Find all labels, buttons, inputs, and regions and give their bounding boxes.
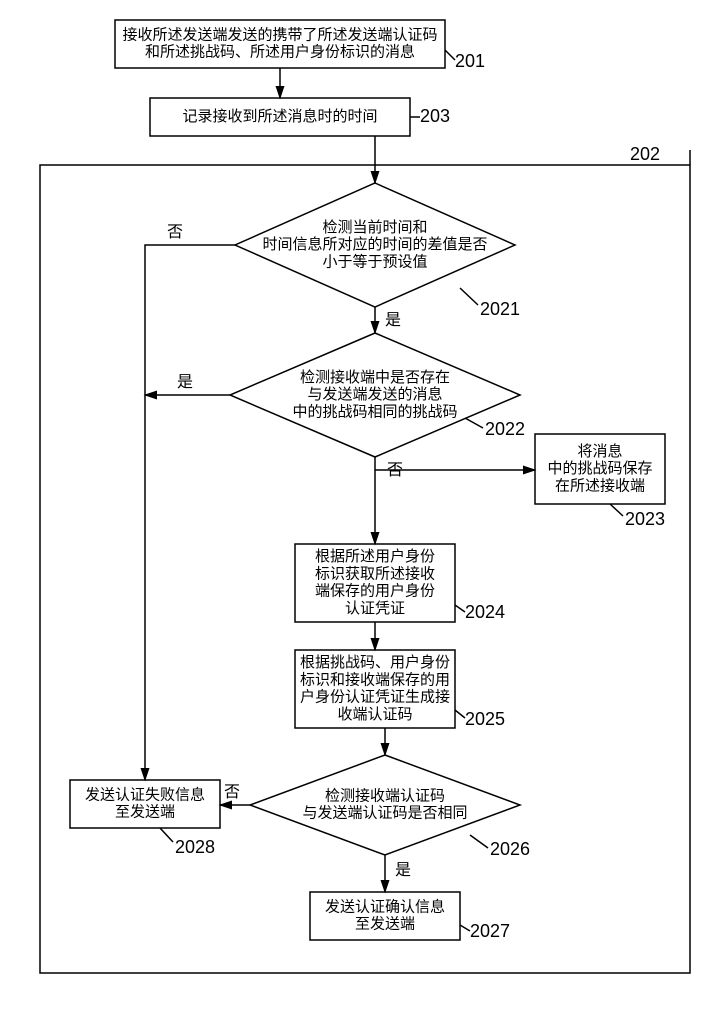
flow-arrow — [455, 605, 465, 612]
svg-text:检测接收端认证码与发送端认证码是否相同: 检测接收端认证码与发送端认证码是否相同 — [302, 787, 467, 821]
svg-text:将消息中的挑战码保存在所述接收端: 将消息中的挑战码保存在所述接收端 — [547, 443, 652, 495]
edge-label: 是 — [395, 862, 411, 879]
edge-label: 是 — [177, 374, 193, 391]
svg-text:检测接收端中是否存在与发送端发送的消息中的挑战码相同的挑战码: 检测接收端中是否存在与发送端发送的消息中的挑战码相同的挑战码 — [292, 369, 457, 421]
edge-label: 否 — [224, 784, 240, 801]
flow-arrow — [470, 835, 488, 848]
flow-arrow — [460, 288, 478, 305]
step-2025: 根据挑战码、用户身份标识和接收端保存的用户身份认证凭证生成接收端认证码 — [295, 650, 455, 728]
decision-2022: 检测接收端中是否存在与发送端发送的消息中的挑战码相同的挑战码 — [230, 333, 520, 457]
flow-arrow — [610, 504, 623, 516]
flow-arrow — [445, 50, 455, 60]
step-label: 2027 — [470, 921, 510, 941]
flow-arrow — [160, 828, 173, 842]
svg-text:记录接收到所述消息时的时间: 记录接收到所述消息时的时间 — [182, 108, 377, 125]
edge-label: 否 — [167, 224, 183, 241]
decision-2021: 检测当前时间和时间信息所对应的时间的差值是否小于等于预设值 — [235, 183, 515, 307]
step-203: 记录接收到所述消息时的时间 — [150, 98, 410, 136]
step-label: 2028 — [175, 837, 215, 857]
step-label: 202 — [630, 144, 660, 164]
svg-text:接收所述发送端发送的携带了所述发送端认证码和所述挑战码、所述: 接收所述发送端发送的携带了所述发送端认证码和所述挑战码、所述用户身份标识的消息 — [122, 26, 437, 60]
edge-label: 是 — [385, 312, 401, 329]
step-label: 2021 — [480, 299, 520, 319]
svg-text:发送认证失败信息至发送端: 发送认证失败信息至发送端 — [85, 786, 205, 820]
flowchart-canvas: 202 接收所述发送端发送的携带了所述发送端认证码和所述挑战码、所述用户身份标识的… — [10, 10, 711, 1010]
step-label: 2026 — [490, 839, 530, 859]
step-2028: 发送认证失败信息至发送端 — [70, 780, 220, 828]
step-2024: 根据所述用户身份标识获取所述接收端保存的用户身份认证凭证 — [295, 544, 455, 622]
svg-text:检测当前时间和时间信息所对应的时间的差值是否小于等于预设值: 检测当前时间和时间信息所对应的时间的差值是否小于等于预设值 — [262, 219, 487, 271]
step-2023: 将消息中的挑战码保存在所述接收端 — [535, 434, 665, 504]
decision-2026: 检测接收端认证码与发送端认证码是否相同 — [250, 755, 520, 855]
svg-text:发送认证确认信息至发送端: 发送认证确认信息至发送端 — [325, 898, 445, 932]
flow-arrow — [465, 418, 483, 428]
flow-arrow — [455, 710, 465, 718]
step-label: 201 — [455, 51, 485, 71]
step-label: 2022 — [485, 419, 525, 439]
step-201: 接收所述发送端发送的携带了所述发送端认证码和所述挑战码、所述用户身份标识的消息 — [115, 20, 445, 68]
step-label: 2023 — [625, 509, 665, 529]
step-2027: 发送认证确认信息至发送端 — [310, 892, 460, 940]
step-label: 2024 — [465, 602, 505, 622]
flow-arrow — [460, 925, 470, 931]
step-label: 203 — [420, 106, 450, 126]
flow-arrow — [145, 245, 235, 780]
svg-text:根据挑战码、用户身份标识和接收端保存的用户身份认证凭证生成接: 根据挑战码、用户身份标识和接收端保存的用户身份认证凭证生成接收端认证码 — [300, 654, 450, 723]
svg-text:根据所述用户身份标识获取所述接收端保存的用户身份认证凭证: 根据所述用户身份标识获取所述接收端保存的用户身份认证凭证 — [315, 548, 435, 617]
step-label: 2025 — [465, 709, 505, 729]
